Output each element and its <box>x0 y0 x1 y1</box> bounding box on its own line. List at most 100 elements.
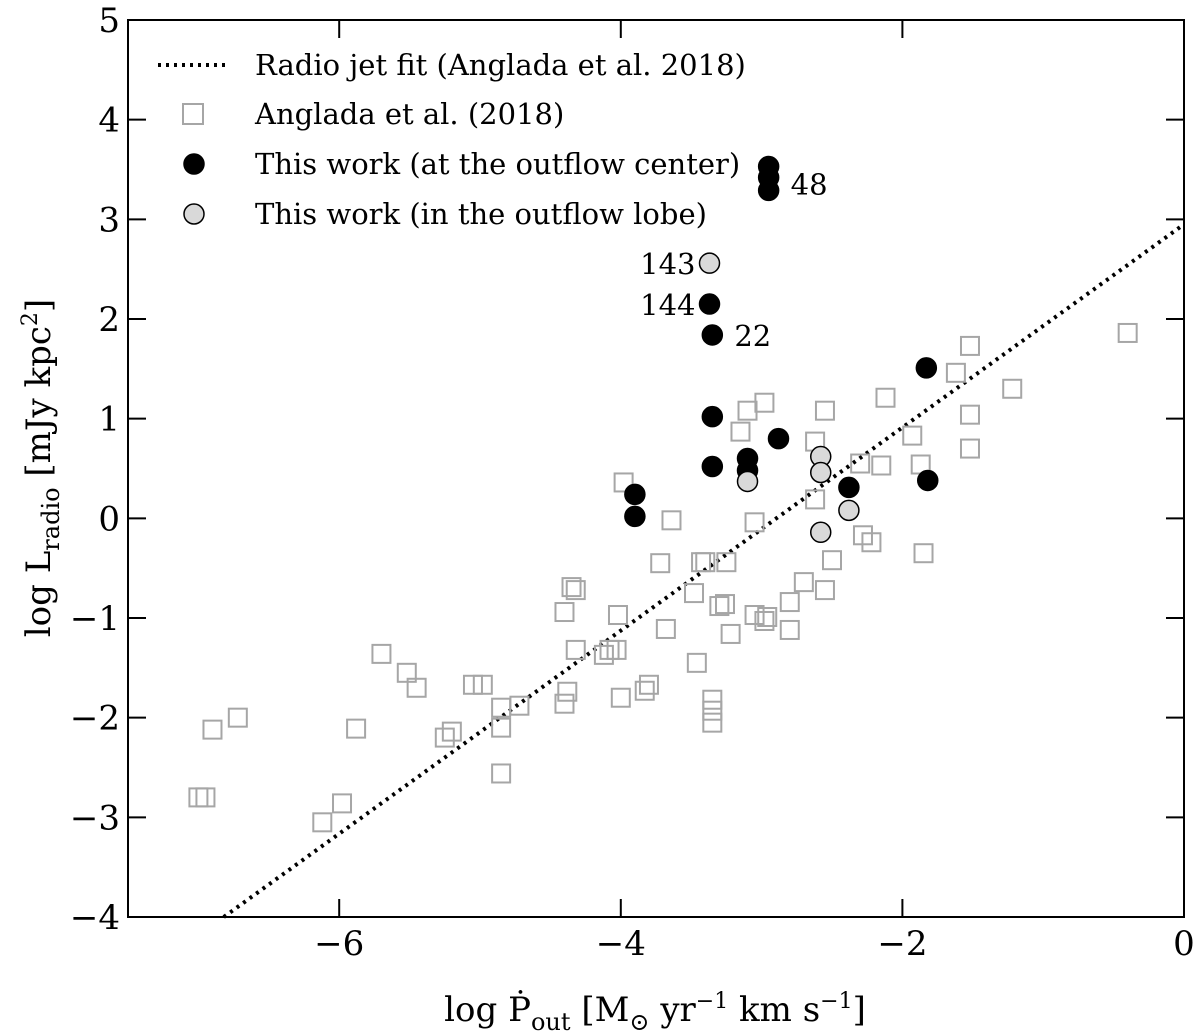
anglada-point <box>346 718 367 739</box>
anglada-point <box>814 400 835 421</box>
y-tick-label: 2 <box>98 300 120 340</box>
legend: Radio jet fit (Anglada et al. 2018) Angl… <box>158 48 746 231</box>
anglada-point <box>754 610 775 631</box>
anglada-point <box>871 455 892 476</box>
anglada-point <box>634 680 655 701</box>
legend-center-label: This work (at the outflow center) <box>255 147 740 181</box>
center-point <box>698 293 721 315</box>
anglada-point <box>822 550 842 571</box>
anglada-point <box>1002 378 1023 399</box>
x-tick-label: −2 <box>877 924 927 964</box>
legend-center-symbol <box>183 153 205 175</box>
point-annotation-label: 143 <box>640 247 695 281</box>
anglada-point <box>561 577 582 598</box>
axis-ticks: −6 −4 −2 0 −4 −3 −2 −1 0 1 2 3 4 5 <box>70 1 1195 964</box>
y-tick-label: −3 <box>70 798 120 838</box>
anglada-point <box>793 572 814 593</box>
anglada-point <box>557 681 578 702</box>
axes-frame <box>127 19 1185 918</box>
anglada-point <box>737 400 758 421</box>
anglada-point <box>730 421 751 442</box>
legend-anglada-symbol <box>182 103 204 125</box>
anglada-point <box>606 639 627 660</box>
anglada-point <box>850 453 871 474</box>
center-point <box>916 469 939 492</box>
anglada-point <box>714 594 735 615</box>
anglada-point <box>861 532 882 553</box>
anglada-point <box>188 787 209 808</box>
center-point <box>757 179 780 202</box>
anglada-point <box>227 707 248 728</box>
center-point <box>624 483 646 506</box>
anglada-point <box>686 652 707 673</box>
anglada-point <box>1117 322 1138 343</box>
anglada-point <box>406 677 427 698</box>
plot-frame <box>127 19 1185 918</box>
anglada-point <box>565 639 586 660</box>
center-point <box>838 476 860 499</box>
anglada-point <box>202 719 223 740</box>
anglada-point <box>959 335 980 356</box>
y-tick-label: 3 <box>98 200 120 240</box>
point-annotation-label: 22 <box>734 319 771 353</box>
anglada-point <box>434 727 455 748</box>
anglada-point <box>655 618 676 639</box>
center-point <box>767 427 790 450</box>
x-tick-label: −6 <box>314 924 364 964</box>
anglada-point <box>599 639 620 660</box>
anglada-point <box>650 553 671 574</box>
anglada-point <box>312 812 333 833</box>
anglada-point <box>610 687 631 708</box>
center-point <box>701 324 724 346</box>
lobe-point <box>838 499 860 522</box>
point-annotation-label: 48 <box>791 167 828 201</box>
legend-lobe-label: This work (in the outflow lobe) <box>255 197 707 231</box>
lobe-point <box>698 252 721 274</box>
anglada-point <box>491 763 512 784</box>
anglada-point <box>913 543 934 564</box>
anglada-point <box>779 592 800 613</box>
anglada-point <box>607 605 628 626</box>
plot-area: 48 143 144 22 <box>188 155 1186 919</box>
lobe-point <box>809 521 832 544</box>
anglada-point <box>684 583 705 604</box>
anglada-point <box>709 596 730 617</box>
anglada-point <box>441 721 462 742</box>
anglada-point <box>554 693 575 714</box>
anglada-point <box>902 425 923 446</box>
anglada-point <box>702 700 723 721</box>
anglada-point <box>491 697 512 718</box>
anglada-point <box>744 512 765 533</box>
anglada-point <box>716 552 737 573</box>
x-axis-label: log Ṗout [M⊙ yr−1 km s−1] <box>444 989 866 1035</box>
anglada-point <box>814 580 835 601</box>
x-tick-label: −4 <box>596 924 646 964</box>
x-tick-label: 0 <box>1173 924 1195 964</box>
anglada-point <box>959 438 980 459</box>
anglada-point <box>945 362 966 383</box>
y-tick-label: 5 <box>98 1 120 41</box>
lobe-point <box>736 470 759 493</box>
anglada-point <box>805 489 826 510</box>
anglada-point <box>720 623 741 644</box>
anglada-point <box>959 404 980 425</box>
anglada-point <box>757 607 778 628</box>
anglada-point <box>565 580 586 601</box>
anglada-point <box>661 510 682 531</box>
center-point <box>701 405 724 428</box>
y-tick-label: −1 <box>70 599 120 639</box>
anglada-point <box>779 619 800 640</box>
anglada-point <box>702 689 723 710</box>
anglada-point <box>472 674 493 695</box>
anglada-point <box>691 552 712 573</box>
anglada-point <box>371 643 392 664</box>
anglada-point <box>638 674 659 695</box>
y-tick-label: 0 <box>98 499 120 539</box>
anglada-point <box>593 644 614 665</box>
anglada-point <box>332 793 353 814</box>
y-tick-label: −2 <box>70 699 120 739</box>
anglada-point <box>702 712 723 733</box>
anglada-point <box>754 392 775 413</box>
anglada-point <box>195 787 216 808</box>
